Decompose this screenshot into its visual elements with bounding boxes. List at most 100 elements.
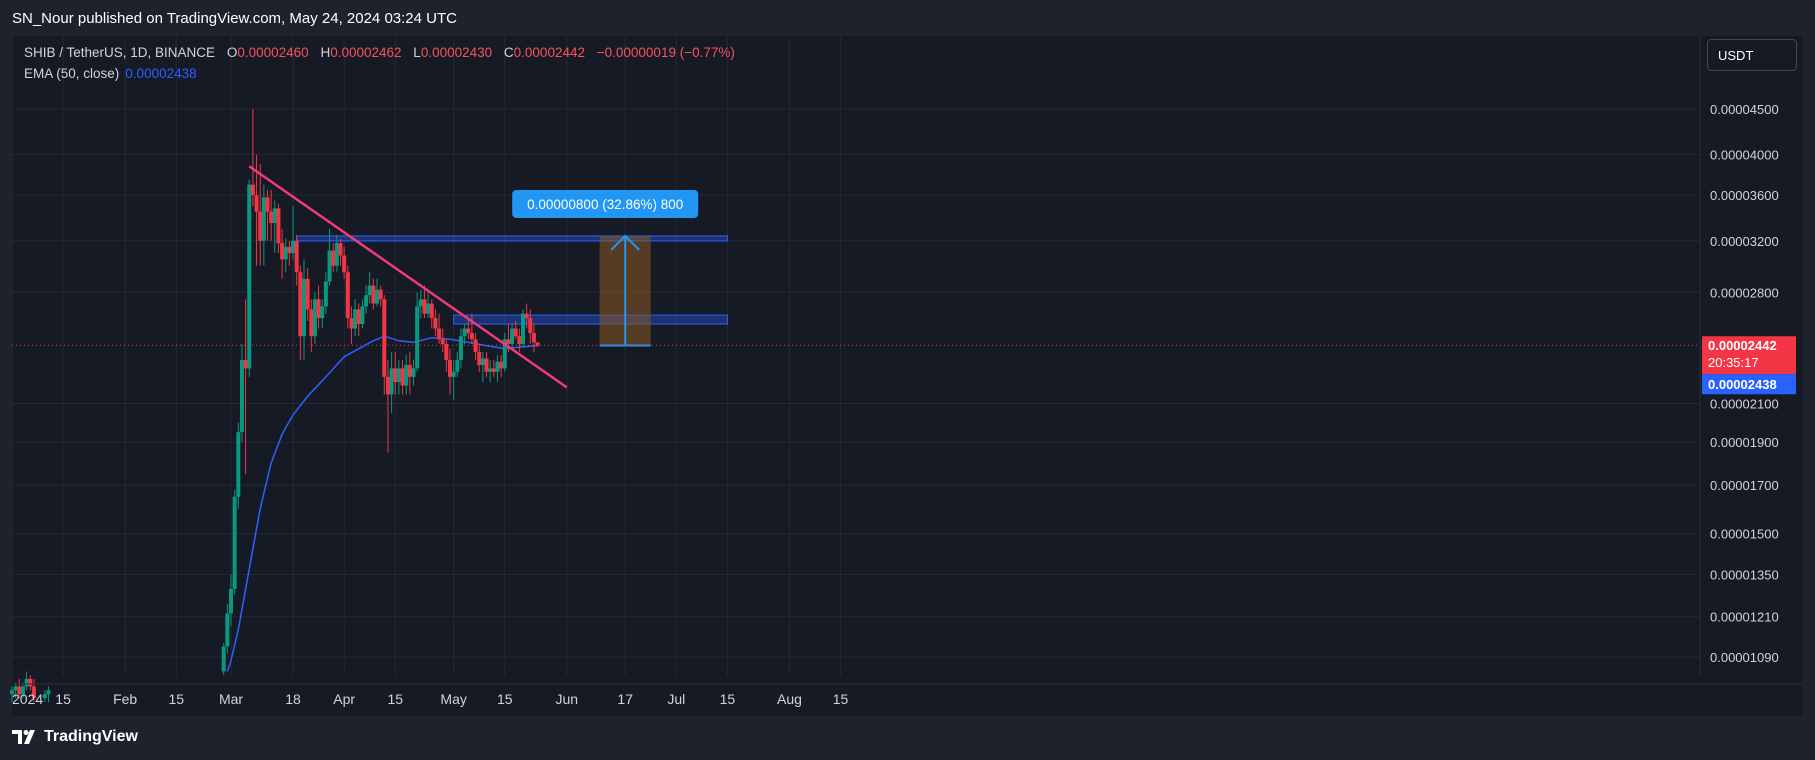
- y-tick-label: 0.00004000: [1710, 148, 1779, 163]
- candle-body: [367, 285, 372, 296]
- candle-body: [345, 272, 350, 319]
- candle-body: [302, 278, 306, 337]
- candle-body: [309, 309, 314, 337]
- candle-body: [411, 368, 416, 377]
- publisher-line: SN_Nour published on TradingView.com, Ma…: [12, 10, 457, 27]
- candle: [513, 321, 518, 340]
- candle: [404, 355, 409, 395]
- legend-ema-value: 0.00002438: [125, 66, 197, 81]
- candle-body: [418, 299, 423, 307]
- candle: [488, 360, 493, 383]
- candle: [283, 238, 288, 273]
- candle: [20, 682, 25, 699]
- trendline[interactable]: [248, 165, 568, 389]
- brand-name: TradingView: [44, 728, 138, 745]
- candle: [375, 278, 379, 307]
- candle: [484, 351, 489, 377]
- resistance-zone[interactable]: [453, 314, 728, 325]
- candle: [272, 200, 277, 254]
- candle: [499, 355, 504, 377]
- candle: [437, 313, 442, 344]
- candle: [455, 351, 460, 377]
- candle-body: [353, 309, 358, 329]
- currency-button[interactable]: USDT: [1707, 39, 1797, 71]
- candle: [517, 328, 522, 352]
- candle-body: [28, 678, 33, 687]
- axes: 0.00004500 0.00004000 0.00003600 0.00003200…: [12, 36, 1802, 707]
- last-price-label-bg: [1702, 336, 1796, 375]
- tradingview-logo[interactable]: TradingView: [12, 728, 138, 746]
- y-tick-label: 0.00002800: [1710, 285, 1779, 300]
- candle-body: [382, 299, 387, 377]
- price-chart[interactable]: 0.00000800 (32.86%) 800 0.000045000.0000…: [0, 0, 1815, 716]
- candle-body: [283, 246, 288, 260]
- ema-price-label-bg: [1702, 374, 1796, 395]
- x-tick-label: 15: [55, 691, 71, 707]
- descending-trendline[interactable]: [248, 165, 568, 389]
- candle-body: [422, 299, 427, 314]
- candle-body: [473, 339, 478, 352]
- candle: [378, 285, 383, 307]
- candle-body: [499, 361, 504, 369]
- price-projection[interactable]: 0.00000800 (32.86%) 800: [512, 189, 699, 347]
- candle: [356, 303, 361, 337]
- y-tick-label: 0.00001090: [1710, 650, 1779, 665]
- candle-body: [506, 339, 511, 344]
- candle-body: [20, 686, 25, 695]
- legend-low-key: L: [413, 45, 421, 60]
- footer: [0, 716, 1815, 760]
- candle-body: [360, 306, 365, 324]
- candle: [323, 272, 328, 314]
- candle: [334, 234, 339, 273]
- candle: [371, 278, 376, 310]
- candle-body: [269, 211, 274, 224]
- candle: [276, 203, 281, 254]
- candle: [411, 360, 416, 386]
- candle-body: [495, 361, 500, 372]
- candle-body: [261, 197, 266, 241]
- candle-body: [521, 313, 525, 344]
- candle: [415, 292, 420, 372]
- candle: [243, 299, 248, 475]
- candle: [221, 643, 226, 676]
- candle-body: [462, 328, 467, 337]
- candle-body: [265, 197, 270, 212]
- candle: [24, 671, 29, 691]
- candle-body: [294, 240, 299, 273]
- candle: [225, 604, 230, 654]
- candle-body: [385, 376, 390, 395]
- x-tick-label: Aug: [777, 691, 802, 707]
- candle-body: [437, 328, 442, 340]
- candle: [298, 265, 303, 361]
- candle: [469, 313, 474, 344]
- candle: [495, 355, 500, 383]
- candle: [291, 206, 296, 260]
- chart-pane[interactable]: [12, 36, 1802, 716]
- candle-body: [232, 496, 237, 589]
- candle: [364, 285, 369, 314]
- projection-label: 0.00000800 (32.86%) 800: [527, 197, 683, 212]
- candle: [466, 318, 471, 340]
- candle: [280, 228, 285, 279]
- candle-body: [477, 351, 482, 366]
- legend-symbol: SHIB / TetherUS, 1D, BINANCE: [24, 45, 216, 60]
- candle-body: [510, 328, 515, 344]
- candle-body: [400, 368, 405, 386]
- candle-body: [320, 306, 325, 319]
- candle: [31, 678, 36, 703]
- x-tick-label: Jun: [556, 691, 579, 707]
- candle: [531, 323, 536, 352]
- candle: [535, 342, 540, 348]
- resistance-zone[interactable]: [296, 235, 728, 242]
- x-tick-label: May: [440, 691, 466, 707]
- candle-body: [444, 343, 449, 361]
- candle: [349, 306, 354, 344]
- candle: [367, 272, 372, 304]
- candle: [327, 228, 332, 286]
- candle-body: [389, 368, 394, 395]
- candle-body: [316, 299, 321, 319]
- candle: [17, 678, 22, 699]
- candle: [265, 189, 270, 241]
- candle-body: [364, 295, 369, 307]
- candle: [418, 289, 423, 319]
